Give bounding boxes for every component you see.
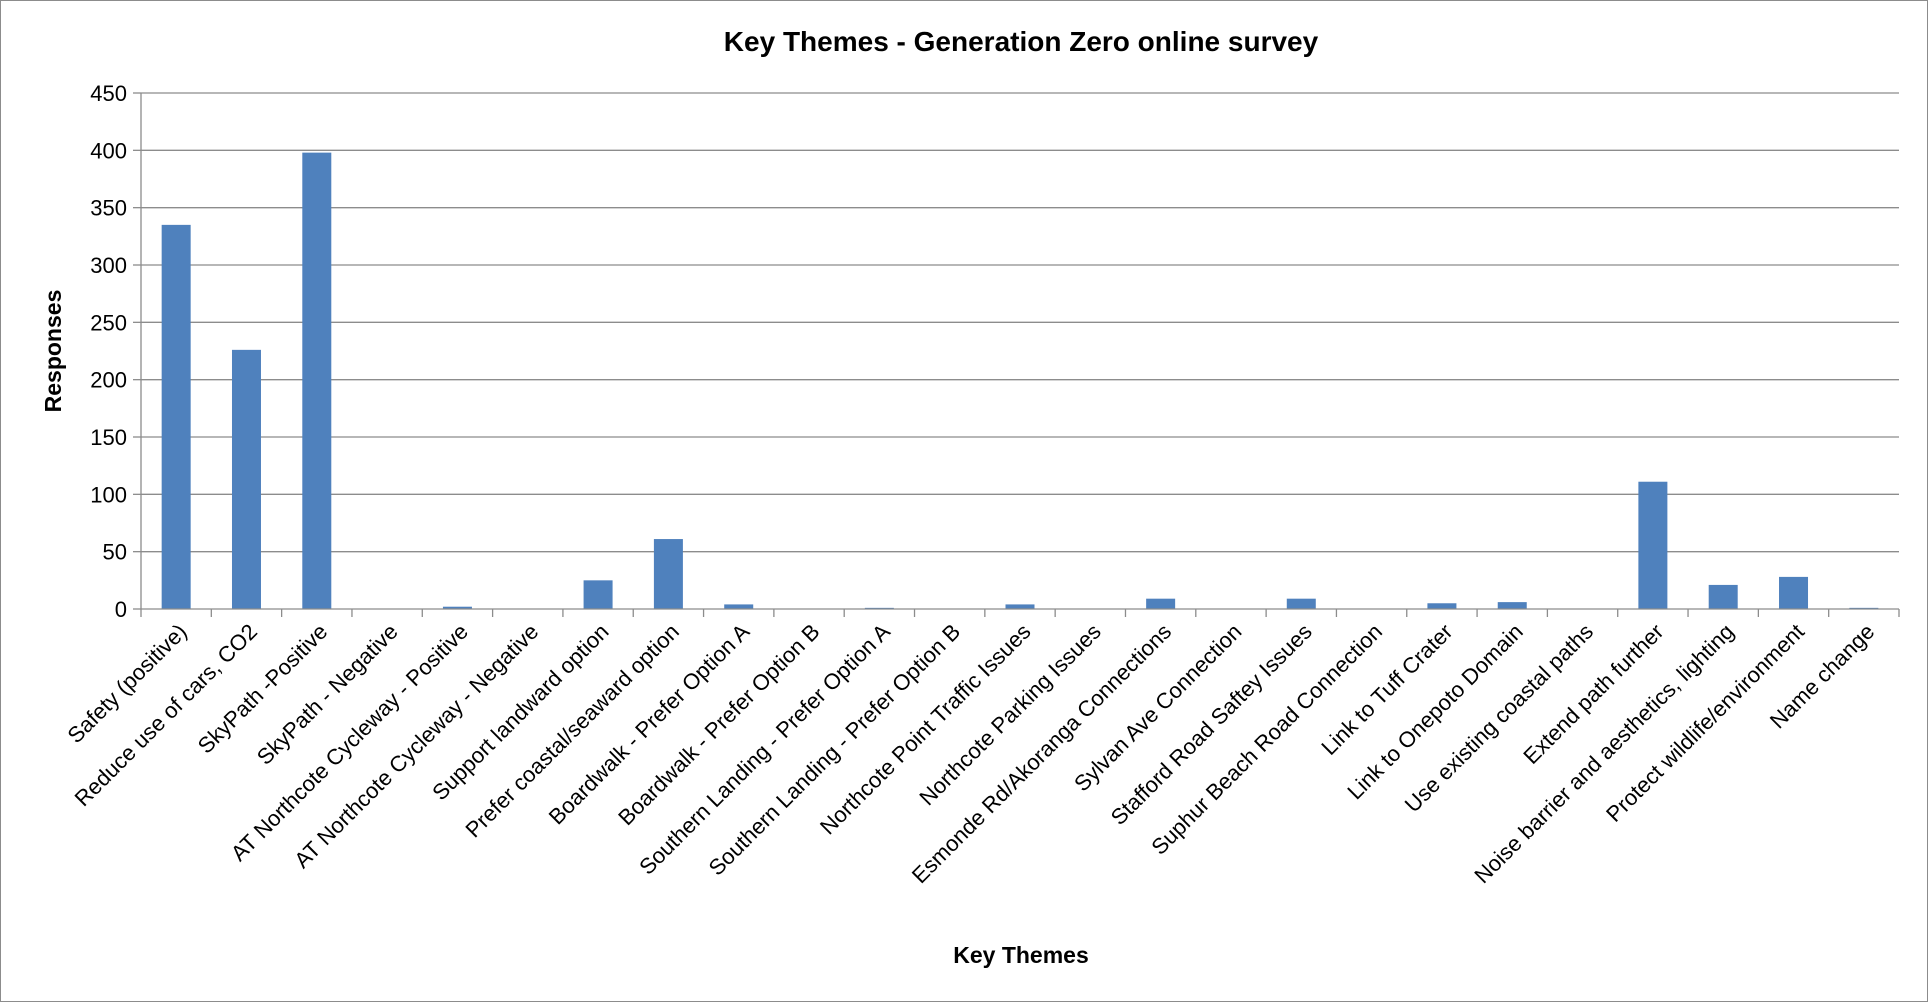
bar <box>302 152 332 610</box>
bar <box>231 349 261 609</box>
axes <box>133 92 1900 617</box>
bar <box>1286 598 1316 609</box>
x-tick-label: Safety (positive) <box>62 619 191 748</box>
bar <box>583 580 613 609</box>
bars <box>161 152 1879 610</box>
chart-title: Key Themes - Generation Zero online surv… <box>724 26 1319 57</box>
bar <box>724 604 754 609</box>
y-tick-label: 450 <box>90 81 127 106</box>
x-tick-label: Southern Landing - Prefer Option B <box>704 619 966 881</box>
x-tick-labels: Safety (positive)Reduce use of cars, CO2… <box>62 619 1879 889</box>
gridlines <box>141 92 1899 553</box>
x-tick-label: Noise barrier and aesthetics, lighting <box>1469 619 1738 888</box>
bar <box>1497 602 1527 609</box>
y-tick-label: 0 <box>115 597 127 622</box>
x-tick-label: Link to Tuff Crater <box>1316 619 1457 760</box>
y-tick-labels: 0 50 100 150 200 250 300 350 400 450 <box>90 81 127 622</box>
bar <box>1779 576 1809 609</box>
bar <box>1005 604 1035 609</box>
bar <box>653 539 683 609</box>
x-axis-title: Key Themes <box>953 942 1089 968</box>
y-tick-label: 350 <box>90 196 127 221</box>
x-tick-label: SkyPath -Positive <box>193 619 333 759</box>
bar <box>1427 603 1457 609</box>
y-tick-label: 150 <box>90 425 127 450</box>
y-tick-label: 250 <box>90 310 127 335</box>
x-tick-label: Esmonde Rd/Akoranga Connections <box>907 619 1176 888</box>
bar <box>442 606 472 609</box>
bar <box>161 224 191 609</box>
y-tick-label: 50 <box>103 540 127 565</box>
y-tick-label: 400 <box>90 138 127 163</box>
bar <box>1708 584 1738 609</box>
x-tick-label: Southern Landing - Prefer Option A <box>634 619 895 880</box>
y-tick-label: 200 <box>90 368 127 393</box>
y-axis-title: Responses <box>40 290 66 413</box>
y-tick-label: 300 <box>90 253 127 278</box>
bar <box>1638 481 1668 609</box>
y-tick-label: 100 <box>90 482 127 507</box>
bar <box>1146 598 1176 609</box>
